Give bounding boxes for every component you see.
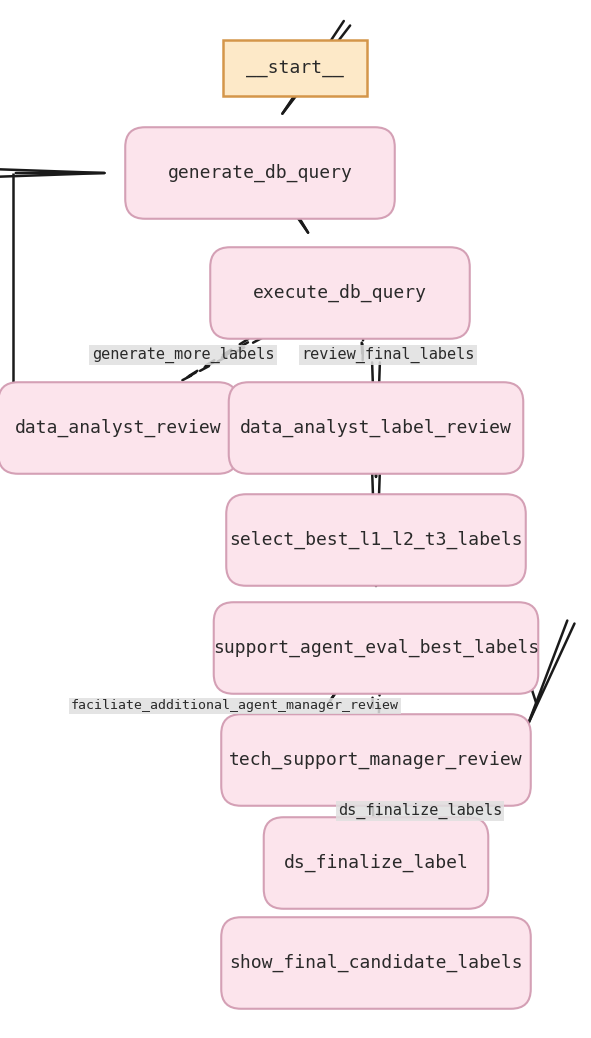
FancyBboxPatch shape <box>0 382 238 473</box>
Text: data_analyst_review: data_analyst_review <box>15 419 221 437</box>
Text: ds_finalize_labels: ds_finalize_labels <box>338 803 502 819</box>
Text: review_final_labels: review_final_labels <box>301 347 475 363</box>
Text: generate_db_query: generate_db_query <box>168 164 352 182</box>
Text: faciliate_additional_agent_manager_review: faciliate_additional_agent_manager_revie… <box>71 700 399 712</box>
Text: select_best_l1_l2_t3_labels: select_best_l1_l2_t3_labels <box>229 530 523 549</box>
FancyBboxPatch shape <box>221 714 531 805</box>
Text: show_final_candidate_labels: show_final_candidate_labels <box>229 954 523 973</box>
Text: execute_db_query: execute_db_query <box>253 283 427 302</box>
FancyBboxPatch shape <box>223 40 367 95</box>
Text: tech_support_manager_review: tech_support_manager_review <box>229 750 523 769</box>
Text: data_analyst_label_review: data_analyst_label_review <box>240 419 512 437</box>
FancyBboxPatch shape <box>226 494 526 585</box>
Text: support_agent_eval_best_labels: support_agent_eval_best_labels <box>213 638 539 657</box>
Text: ds_finalize_label: ds_finalize_label <box>284 854 469 872</box>
FancyBboxPatch shape <box>125 128 395 219</box>
FancyBboxPatch shape <box>264 817 488 908</box>
FancyBboxPatch shape <box>229 382 523 473</box>
FancyBboxPatch shape <box>221 918 531 1009</box>
FancyBboxPatch shape <box>214 602 538 693</box>
Text: generate_more_labels: generate_more_labels <box>92 347 274 363</box>
FancyBboxPatch shape <box>210 247 470 338</box>
Text: __start__: __start__ <box>246 59 344 77</box>
